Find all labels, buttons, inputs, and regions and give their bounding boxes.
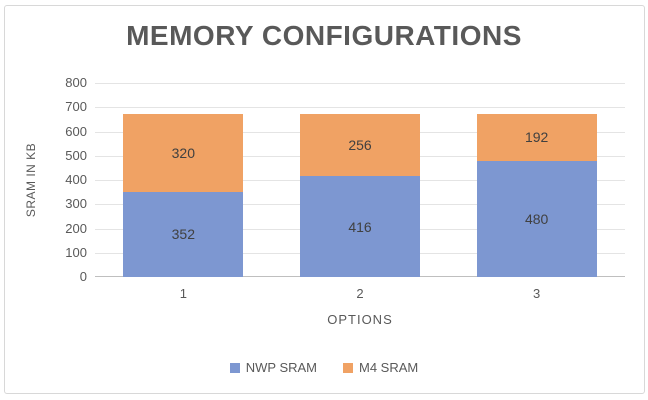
bar-segment-m4-sram: 320 bbox=[123, 114, 244, 192]
plot-area: 352 320 416 256 480 192 bbox=[95, 83, 625, 277]
y-tick-label: 300 bbox=[65, 196, 87, 212]
legend-swatch-icon bbox=[343, 362, 354, 373]
bar-data-label: 352 bbox=[171, 226, 195, 243]
legend-label: NWP SRAM bbox=[245, 360, 318, 375]
y-tick-label: 500 bbox=[65, 147, 87, 163]
bar-segment-nwp-sram: 416 bbox=[300, 176, 420, 277]
legend-label: M4 SRAM bbox=[359, 360, 419, 375]
legend-item-nwp-sram: NWP SRAM bbox=[229, 360, 318, 375]
bar-segment-m4-sram: 256 bbox=[300, 114, 420, 177]
x-tick-label: 2 bbox=[356, 286, 364, 301]
y-tick-label: 400 bbox=[65, 172, 87, 187]
bar-data-label: 480 bbox=[524, 210, 549, 227]
y-tick-label: 600 bbox=[65, 123, 87, 139]
bar-segment-nwp-sram: 352 bbox=[123, 191, 244, 277]
legend-swatch-icon bbox=[229, 362, 240, 373]
chart-frame bbox=[4, 5, 645, 394]
y-tick-label: 200 bbox=[65, 220, 87, 236]
y-axis-title: SRAM IN KB bbox=[24, 142, 38, 218]
gridline bbox=[95, 107, 625, 109]
bar-data-label: 192 bbox=[524, 129, 549, 146]
chart-legend: NWP SRAM M4 SRAM bbox=[0, 360, 648, 375]
bar-segment-nwp-sram: 480 bbox=[476, 160, 597, 277]
x-axis-title: OPTIONS bbox=[327, 312, 393, 327]
bar-segment-m4-sram: 192 bbox=[476, 114, 597, 161]
bar-data-label: 256 bbox=[348, 137, 372, 154]
gridline bbox=[95, 83, 625, 84]
x-tick-label: 1 bbox=[179, 286, 187, 301]
y-tick-label: 700 bbox=[65, 99, 87, 115]
legend-item-m4-sram: M4 SRAM bbox=[343, 360, 418, 375]
y-tick-label: 0 bbox=[79, 269, 87, 284]
x-tick-label: 3 bbox=[533, 286, 541, 301]
y-tick-label: 800 bbox=[65, 75, 87, 90]
chart-title: MEMORY CONFIGURATIONS bbox=[126, 20, 522, 51]
bar-data-label: 320 bbox=[171, 144, 195, 161]
bar-data-label: 416 bbox=[348, 218, 372, 235]
y-tick-label: 100 bbox=[65, 244, 87, 260]
